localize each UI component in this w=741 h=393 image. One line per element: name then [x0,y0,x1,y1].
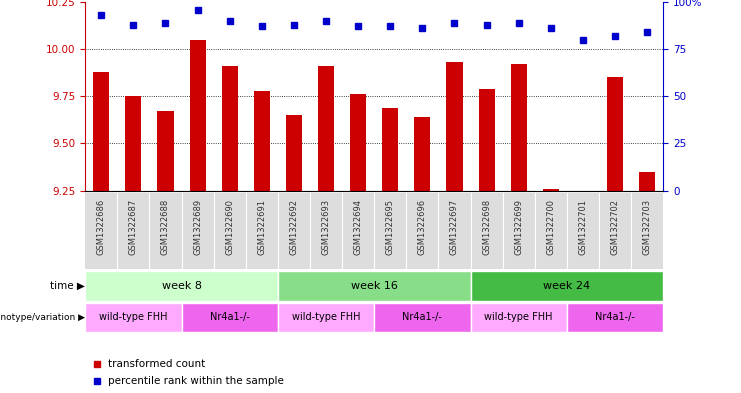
Text: GSM1322687: GSM1322687 [129,199,138,255]
Text: GSM1322694: GSM1322694 [353,199,362,255]
Text: time ▶: time ▶ [50,281,85,291]
Text: transformed count: transformed count [108,358,205,369]
Bar [85,271,278,301]
Text: GSM1322691: GSM1322691 [257,199,266,255]
Text: GSM1322688: GSM1322688 [161,199,170,255]
Text: GSM1322696: GSM1322696 [418,199,427,255]
Bar [471,271,663,301]
Text: Nr4a1-/-: Nr4a1-/- [402,312,442,322]
Text: wild-type FHH: wild-type FHH [292,312,360,322]
Bar [222,66,238,191]
Text: GSM1322702: GSM1322702 [611,199,619,255]
Bar [446,62,462,191]
Bar [479,89,495,191]
Text: GSM1322689: GSM1322689 [193,199,202,255]
Bar [374,303,471,332]
Bar [85,303,182,332]
Bar [567,303,663,332]
Bar [286,115,302,191]
Text: wild-type FHH: wild-type FHH [485,312,553,322]
Bar [511,64,527,191]
Text: week 16: week 16 [350,281,398,291]
Bar [318,66,334,191]
Text: week 8: week 8 [162,281,202,291]
Text: GSM1322703: GSM1322703 [642,199,651,255]
Bar [607,77,623,191]
Bar [639,172,655,191]
Bar [93,72,110,191]
Text: GSM1322695: GSM1322695 [386,199,395,255]
Text: wild-type FHH: wild-type FHH [99,312,167,322]
Bar [542,189,559,191]
Bar [278,271,471,301]
Bar [471,303,567,332]
Bar [157,111,173,191]
Text: GSM1322698: GSM1322698 [482,199,491,255]
Bar [382,108,399,191]
Bar [278,303,374,332]
Text: GSM1322701: GSM1322701 [579,199,588,255]
Text: GSM1322690: GSM1322690 [225,199,234,255]
Text: GSM1322686: GSM1322686 [97,199,106,255]
Bar [350,94,366,191]
Text: GSM1322692: GSM1322692 [290,199,299,255]
Text: genotype/variation ▶: genotype/variation ▶ [0,313,85,322]
Text: GSM1322693: GSM1322693 [322,199,330,255]
Text: GSM1322697: GSM1322697 [450,199,459,255]
Text: GSM1322700: GSM1322700 [546,199,555,255]
Bar [414,117,431,191]
Text: percentile rank within the sample: percentile rank within the sample [108,376,285,386]
Text: Nr4a1-/-: Nr4a1-/- [595,312,635,322]
Text: week 24: week 24 [543,281,591,291]
Bar [253,91,270,191]
Text: Nr4a1-/-: Nr4a1-/- [210,312,250,322]
Bar [125,96,142,191]
Bar [190,40,205,191]
Bar [182,303,278,332]
Text: GSM1322699: GSM1322699 [514,199,523,255]
